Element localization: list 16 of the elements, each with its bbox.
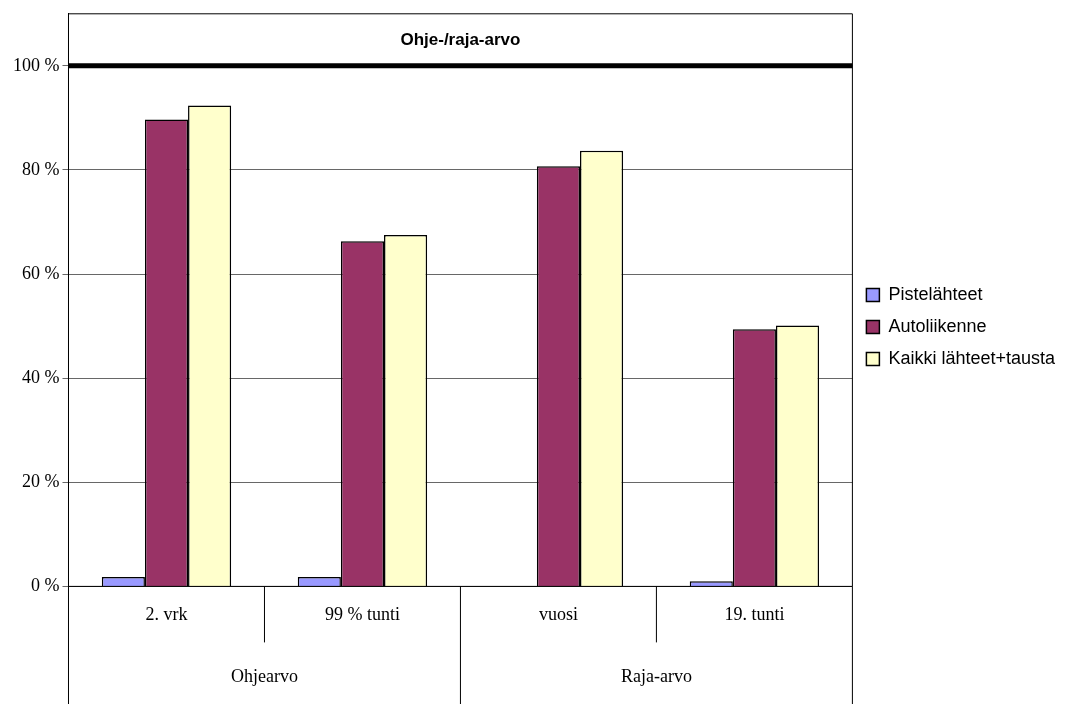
text: Raja-arvo [620,666,692,687]
text: Ohjearvo [230,666,298,687]
y-tick-label: 100 % [12,54,60,75]
legend-label: Pistelähteet [888,283,983,304]
y-tick-label: 0 % [30,575,60,596]
y-tick-label: 40 % [21,366,60,387]
y-tick-label: 80 % [21,158,60,179]
y-tick-label: 60 % [21,262,60,283]
legend-label: Kaikki lähteet+tausta [888,347,1056,368]
x-tick-label: 2. vrk [145,603,188,624]
y-tick-label: 20 % [21,471,60,492]
text: Ohje-/raja-arvo [400,29,521,49]
x-tick-label: 99 % tunti [324,603,400,624]
x-tick-label: 19. tunti [724,603,785,624]
x-tick-label: vuosi [538,603,578,624]
legend-label: Autoliikenne [888,315,987,336]
